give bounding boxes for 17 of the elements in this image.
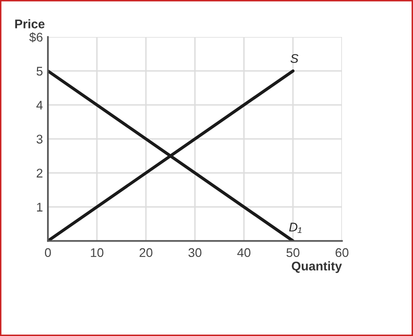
y-tick-label: 2 bbox=[36, 168, 42, 178]
y-tick-label: 1 bbox=[37, 202, 42, 212]
x-tick-label: 30 bbox=[188, 248, 202, 258]
y-axis-title: Price bbox=[15, 19, 45, 28]
x-tick-label: 60 bbox=[336, 248, 348, 258]
x-axis-title: Quantity bbox=[292, 261, 342, 273]
x-tick-label: 50 bbox=[286, 248, 300, 258]
y-tick-label: 5 bbox=[36, 66, 43, 76]
x-tick-label: 10 bbox=[90, 248, 104, 258]
x-tick-label: 0 bbox=[44, 248, 51, 258]
series-label: S bbox=[290, 54, 298, 63]
y-tick-label: 4 bbox=[36, 100, 43, 110]
series-label: D₁ bbox=[289, 222, 302, 233]
x-tick-label: 20 bbox=[140, 248, 152, 258]
x-tick-label: 40 bbox=[237, 248, 250, 258]
y-tick-label: 3 bbox=[36, 134, 42, 144]
y-tick-label: $6 bbox=[29, 32, 42, 42]
